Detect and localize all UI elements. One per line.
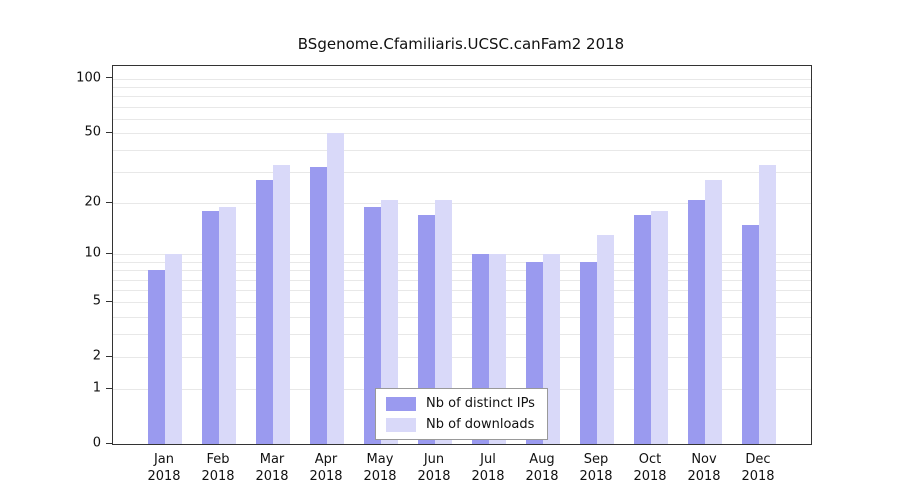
y-tick-10	[106, 252, 112, 254]
bar-apr-distinct-ips	[310, 167, 327, 444]
x-label-jan: Jan 2018	[147, 452, 181, 484]
gridline-20	[113, 203, 811, 205]
chart-title: BSgenome.Cfamiliaris.UCSC.canFam2 2018	[297, 35, 625, 53]
gridline-40	[113, 150, 811, 152]
y-tick-label-5: 5	[92, 293, 101, 309]
x-label-apr: Apr 2018	[309, 452, 343, 484]
y-tick-50	[106, 131, 112, 133]
y-tick-label-50: 50	[84, 124, 101, 140]
x-label-aug: Aug 2018	[525, 452, 559, 484]
bar-mar-downloads	[273, 165, 290, 444]
x-label-jun: Jun 2018	[417, 452, 451, 484]
gridline-50	[113, 133, 811, 135]
x-label-dec: Dec 2018	[741, 452, 775, 484]
legend: Nb of distinct IPs Nb of downloads	[375, 388, 548, 440]
legend-swatch-downloads	[386, 417, 416, 432]
y-tick-100	[106, 77, 112, 79]
bar-feb-downloads	[219, 207, 236, 444]
gridline-60	[113, 118, 811, 120]
bar-apr-downloads	[327, 133, 344, 444]
gridline-30	[113, 172, 811, 174]
x-label-oct: Oct 2018	[633, 452, 667, 484]
gridline-70	[113, 106, 811, 108]
bar-may-downloads	[381, 199, 398, 444]
gridline-5	[113, 302, 811, 304]
legend-item-distinct-ips: Nb of distinct IPs	[386, 396, 535, 411]
y-tick-label-10: 10	[84, 245, 101, 261]
x-label-sep: Sep 2018	[579, 452, 613, 484]
bar-oct-downloads	[651, 211, 668, 444]
bar-sep-downloads	[597, 235, 614, 444]
bar-nov-downloads	[705, 180, 722, 444]
x-label-jul: Jul 2018	[471, 452, 505, 484]
y-tick-5	[106, 300, 112, 302]
bar-jan-downloads	[165, 254, 182, 444]
y-tick-20	[106, 201, 112, 203]
bar-nov-distinct-ips	[688, 199, 705, 444]
bar-sep-distinct-ips	[580, 261, 597, 444]
gridline-6	[113, 290, 811, 292]
gridline-7	[113, 279, 811, 281]
y-tick-label-2: 2	[92, 348, 101, 364]
bar-feb-distinct-ips	[202, 211, 219, 444]
y-tick-0	[106, 442, 112, 444]
bar-jun-downloads	[435, 199, 452, 444]
bar-mar-distinct-ips	[256, 180, 273, 444]
gridline-10	[113, 254, 811, 256]
legend-swatch-distinct-ips	[386, 396, 416, 411]
legend-label-downloads: Nb of downloads	[426, 417, 535, 432]
x-label-feb: Feb 2018	[201, 452, 235, 484]
y-tick-2	[106, 355, 112, 357]
gridline-80	[113, 96, 811, 98]
legend-item-downloads: Nb of downloads	[386, 417, 535, 432]
y-tick-label-1: 1	[92, 380, 101, 396]
bar-oct-distinct-ips	[634, 215, 651, 444]
gridline-3	[113, 334, 811, 336]
bar-may-distinct-ips	[364, 207, 381, 444]
bar-dec-distinct-ips	[742, 224, 759, 444]
plot-area: Nb of distinct IPs Nb of downloads	[112, 65, 812, 445]
gridline-90	[113, 87, 811, 89]
x-label-may: May 2018	[363, 452, 397, 484]
bar-dec-downloads	[759, 165, 776, 444]
y-tick-1	[106, 387, 112, 389]
bar-jan-distinct-ips	[148, 270, 165, 444]
x-label-mar: Mar 2018	[255, 452, 289, 484]
y-tick-label-0: 0	[92, 435, 101, 451]
gridline-4	[113, 316, 811, 318]
y-tick-label-20: 20	[84, 194, 101, 210]
bar-jun-distinct-ips	[418, 215, 435, 444]
x-label-nov: Nov 2018	[687, 452, 721, 484]
gridline-9	[113, 261, 811, 263]
y-tick-label-100: 100	[76, 70, 101, 86]
gridline-100	[113, 78, 811, 80]
gridline-2	[113, 357, 811, 359]
gridline-8	[113, 270, 811, 272]
legend-label-distinct-ips: Nb of distinct IPs	[426, 396, 535, 411]
